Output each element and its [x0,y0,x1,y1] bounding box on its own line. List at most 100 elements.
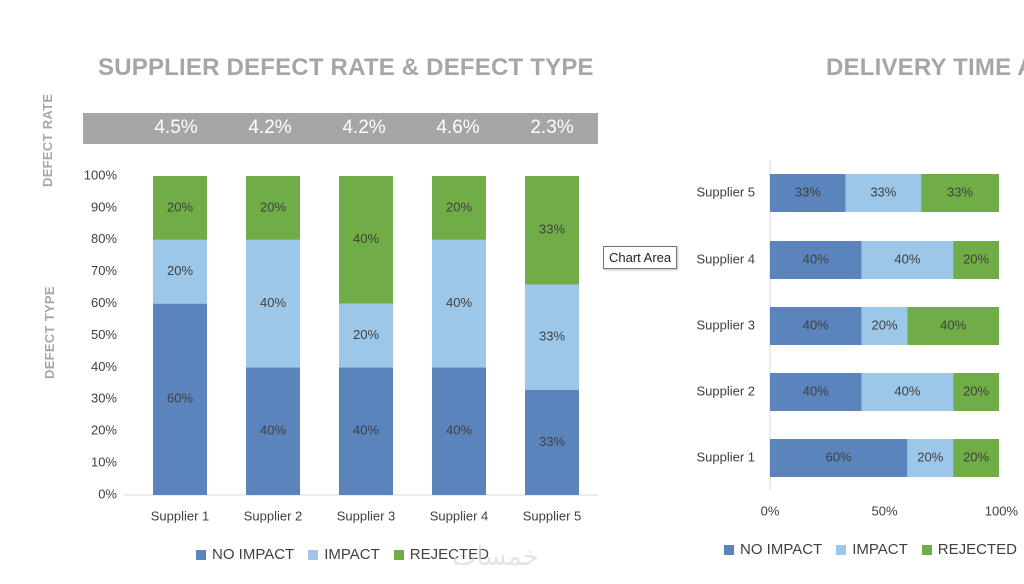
legend-swatch-impact [308,549,319,560]
y-tick-label: 0% [98,486,117,501]
data-label-no-impact: 40% [803,317,829,332]
data-label-no-impact: 40% [803,251,829,266]
bar-segment-rejected [432,176,486,240]
legend-label-impact: IMPACT [852,541,908,558]
data-label-rejected: 20% [260,199,286,214]
hbar-segment-rejected [921,174,999,212]
y-tick-label: 70% [91,263,117,278]
chart-area-tooltip: Chart Area [603,246,678,269]
legend-defect-chart: NO IMPACT IMPACT REJECTED [196,546,497,563]
data-label-impact: 20% [167,263,193,278]
data-label-rejected: 33% [947,184,973,199]
legend-item-rejected: REJECTED [393,546,489,563]
data-label-no-impact: 33% [795,184,821,199]
legend-label-rejected: REJECTED [937,541,1017,558]
data-label-rejected: 20% [963,449,989,464]
y-tick-label: 80% [91,231,117,246]
hbar-segment-impact [907,439,954,477]
hbar-segment-no-impact [770,439,908,477]
data-label-rejected: 20% [963,251,989,266]
watermark-logo: خمسات [452,542,539,572]
hbar-segment-rejected [907,307,999,345]
bar-segment-no-impact [246,367,300,495]
bar-segment-impact [246,239,300,368]
data-label-rejected: 33% [539,222,565,237]
data-label-impact: 40% [894,251,920,266]
chart-title-delivery: DELIVERY TIME A [826,54,1024,81]
data-label-impact: 20% [871,317,897,332]
y-tick-label: 90% [91,199,117,214]
bar-segment-rejected [339,176,393,304]
legend-item-no-impact: NO IMPACT [724,541,822,558]
y-tick-label: 40% [91,359,117,374]
defect-rate-band: 4.5% 4.2% 4.2% 4.6% 2.3% [83,113,598,144]
legend-item-no-impact: NO IMPACT [196,546,294,563]
x-tick-label: 50% [871,503,897,518]
y-category-label: Supplier 2 [696,383,755,398]
data-label-impact: 40% [446,295,472,310]
legend-item-impact: IMPACT [308,546,380,563]
legend-swatch-impact [836,544,847,555]
bar-segment-no-impact [339,367,393,495]
x-tick-label: 0% [761,503,780,518]
data-label-no-impact: 40% [446,423,472,438]
hbar-segment-no-impact [770,307,862,345]
legend-swatch-no-impact [724,544,734,555]
data-label-impact: 20% [353,327,379,342]
legend-item-impact: IMPACT [836,541,908,558]
y-tick-label: 30% [91,391,117,406]
data-label-no-impact: 60% [826,449,852,464]
hbar-segment-rejected [953,373,999,411]
bar-segment-no-impact [525,389,579,495]
data-label-impact: 40% [894,383,920,398]
data-label-rejected: 20% [446,199,472,214]
bar-segment-impact [153,239,207,304]
data-label-impact: 33% [539,329,565,344]
data-label-no-impact: 40% [353,423,379,438]
chart-title-defect: SUPPLIER DEFECT RATE & DEFECT TYPE [98,54,594,81]
legend-label-no-impact: NO IMPACT [740,541,823,558]
x-tick-label: 100% [985,503,1019,518]
hbar-segment-no-impact [770,373,862,411]
data-label-rejected: 20% [167,199,193,214]
y-category-label: Supplier 4 [696,251,755,266]
data-label-impact: 33% [870,184,896,199]
defect-rate-supplier-3: 4.2% [342,117,386,138]
bar-segment-no-impact [153,303,207,495]
legend-swatch-rejected [393,549,404,560]
data-label-rejected: 20% [963,383,989,398]
legend-delivery-chart: NO IMPACT IMPACT REJECTED [724,541,1024,558]
y-tick-label: 100% [84,167,118,182]
bar-segment-no-impact [432,367,486,495]
data-label-rejected: 40% [353,231,379,246]
data-label-no-impact: 60% [167,391,193,406]
hbar-segment-impact [861,307,908,345]
x-tick-label: Supplier 4 [430,508,489,523]
x-tick-label: Supplier 1 [151,508,210,523]
y-tick-label: 10% [91,455,117,470]
legend-label-rejected: REJECTED [409,546,489,563]
legend-swatch-rejected [921,544,932,555]
x-tick-label: Supplier 5 [523,508,582,523]
y-tick-label: 50% [91,327,117,342]
data-label-impact: 40% [260,295,286,310]
defect-rate-supplier-1: 4.5% [154,117,198,138]
hbar-segment-impact [861,241,954,279]
legend-label-no-impact: NO IMPACT [212,546,295,563]
hbar-segment-impact [845,174,922,212]
x-tick-label: Supplier 3 [337,508,396,523]
hbar-segment-impact [861,373,954,411]
legend-swatch-no-impact [196,549,206,560]
bar-segment-impact [339,303,393,368]
bar-segment-rejected [246,176,300,240]
data-label-rejected: 40% [940,317,966,332]
bar-segment-rejected [525,176,579,285]
y-category-label: Supplier 1 [696,449,755,464]
data-label-no-impact: 33% [539,434,565,449]
bar-segment-impact [525,284,579,390]
hbar-segment-rejected [953,439,999,477]
x-tick-label: Supplier 2 [244,508,303,523]
hbar-segment-no-impact [770,241,862,279]
legend-label-impact: IMPACT [324,546,380,563]
